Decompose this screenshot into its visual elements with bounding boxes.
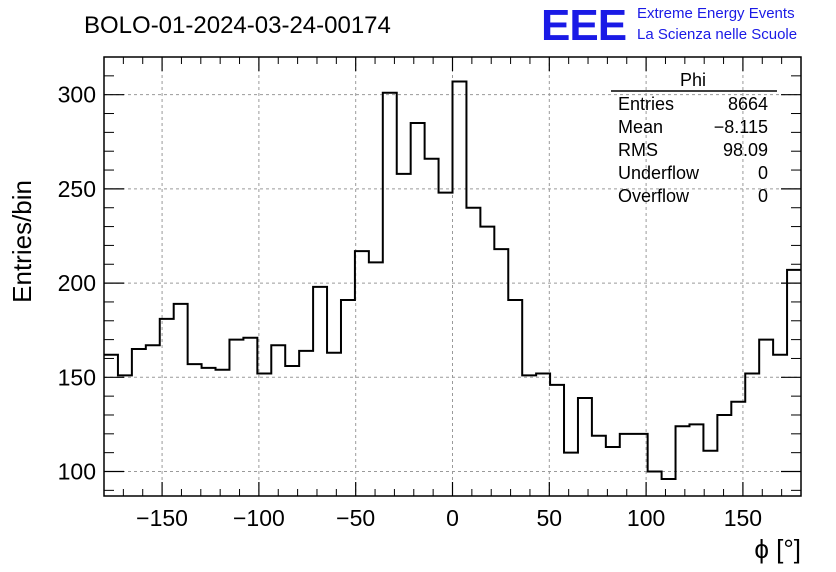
- plot-frame: [103, 56, 802, 497]
- eee-logo: EEE Extreme Energy Events La Scienza nel…: [541, 1, 797, 50]
- y-axis-label: Entries/bin: [7, 180, 37, 303]
- eee-logo-line2: La Scienza nelle Scuole: [637, 26, 797, 43]
- x-axis-label: ϕ [°]: [754, 534, 801, 564]
- x-tick-label: 50: [537, 505, 563, 531]
- stats-rms-label: RMS: [618, 140, 658, 160]
- stats-rms-value: 98.09: [723, 140, 768, 160]
- eee-logo-mark: EEE: [541, 1, 626, 50]
- y-tick-label: 250: [58, 176, 96, 202]
- x-tick-label: 0: [446, 505, 459, 531]
- x-tick-label: −50: [336, 505, 375, 531]
- y-tick-label: 100: [58, 459, 96, 485]
- x-tick-label: −100: [233, 505, 285, 531]
- chart-title: BOLO-01-2024-03-24-00174: [84, 12, 391, 39]
- y-tick-label: 300: [58, 82, 96, 108]
- y-tick-label: 150: [58, 364, 96, 390]
- x-tick-label: −150: [136, 505, 188, 531]
- tick-labels: −150 −100 −50 0 50 100 150 100 150 200 250 300: [58, 82, 762, 531]
- stats-entries-value: 8664: [728, 94, 768, 114]
- stats-overflow-label: Overflow: [618, 186, 690, 206]
- stats-underflow-label: Underflow: [618, 163, 700, 183]
- stats-overflow-value: 0: [758, 186, 768, 206]
- stats-entries-label: Entries: [618, 94, 674, 114]
- x-tick-label: 100: [627, 505, 665, 531]
- y-tick-label: 200: [58, 270, 96, 296]
- stats-underflow-value: 0: [758, 163, 768, 183]
- stats-box: Phi Entries 8664 Mean −8.115 RMS 98.09 U…: [611, 70, 777, 206]
- stats-mean-value: −8.115: [714, 117, 768, 137]
- x-tick-label: 150: [724, 505, 762, 531]
- stats-title: Phi: [680, 70, 706, 90]
- stats-mean-label: Mean: [618, 117, 663, 137]
- histogram-outline: [104, 80, 801, 481]
- eee-logo-line1: Extreme Energy Events: [637, 5, 795, 22]
